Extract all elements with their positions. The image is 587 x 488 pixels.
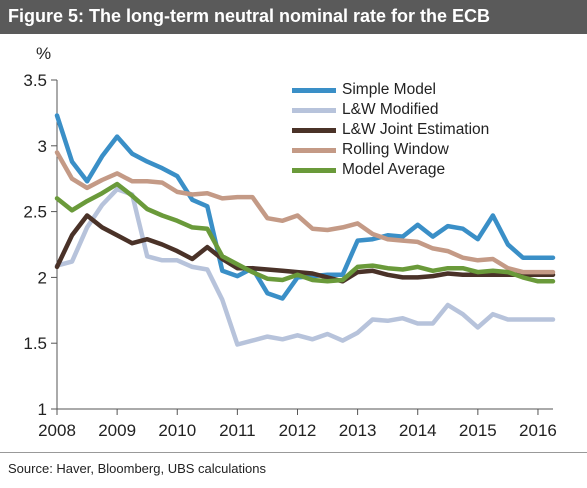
legend-swatch-simple-model: [292, 87, 336, 93]
x-tick-label: 2009: [98, 421, 136, 440]
chart-title: Figure 5: The long-term neutral nominal …: [8, 6, 491, 26]
y-axis-unit-label: %: [36, 44, 52, 63]
series-line-lw-joint-estimation: [54, 213, 556, 284]
footer-divider: [0, 452, 587, 453]
legend-swatch-lw-joint-estimation: [292, 127, 336, 133]
x-tick-label: 2014: [399, 421, 437, 440]
y-tick-label: 2: [38, 268, 47, 287]
y-tick-label: 1: [38, 400, 47, 419]
legend-label-simple-model: Simple Model: [342, 81, 436, 98]
chart-legend: Simple Model L&W Modified L&W Joint Esti…: [292, 80, 489, 180]
legend-item-model-average: Model Average: [292, 160, 489, 180]
x-tick-label: 2008: [38, 421, 76, 440]
y-tick-label: 1.5: [23, 334, 47, 353]
series-line-model-average: [54, 181, 556, 284]
series-line-rolling-window: [54, 150, 556, 275]
legend-item-lw-modified: L&W Modified: [292, 100, 489, 120]
legend-swatch-rolling-window: [292, 147, 336, 153]
legend-item-simple-model: Simple Model: [292, 80, 489, 100]
x-tick-label: 2012: [279, 421, 317, 440]
legend-label-lw-joint-estimation: L&W Joint Estimation: [342, 121, 490, 138]
legend-label-lw-modified: L&W Modified: [342, 101, 439, 118]
legend-item-rolling-window: Rolling Window: [292, 140, 489, 160]
x-tick-label: 2015: [459, 421, 497, 440]
source-note: Source: Haver, Bloomberg, UBS calculatio…: [8, 461, 266, 476]
x-tick-label: 2011: [219, 421, 256, 440]
legend-label-rolling-window: Rolling Window: [342, 141, 449, 158]
x-tick-label: 2010: [158, 421, 196, 440]
series-line-lw-modified: [54, 186, 556, 347]
legend-label-model-average: Model Average: [342, 161, 446, 178]
title-bar: Figure 5: The long-term neutral nominal …: [0, 0, 587, 34]
legend-item-lw-joint-estimation: L&W Joint Estimation: [292, 120, 489, 140]
x-tick-label: 2016: [519, 421, 557, 440]
legend-swatch-model-average: [292, 167, 336, 173]
x-tick-label: 2013: [339, 421, 377, 440]
y-tick-label: 3: [38, 137, 47, 156]
y-tick-label: 3.5: [23, 71, 47, 90]
legend-swatch-lw-modified: [292, 107, 336, 113]
y-tick-label: 2.5: [23, 203, 47, 222]
